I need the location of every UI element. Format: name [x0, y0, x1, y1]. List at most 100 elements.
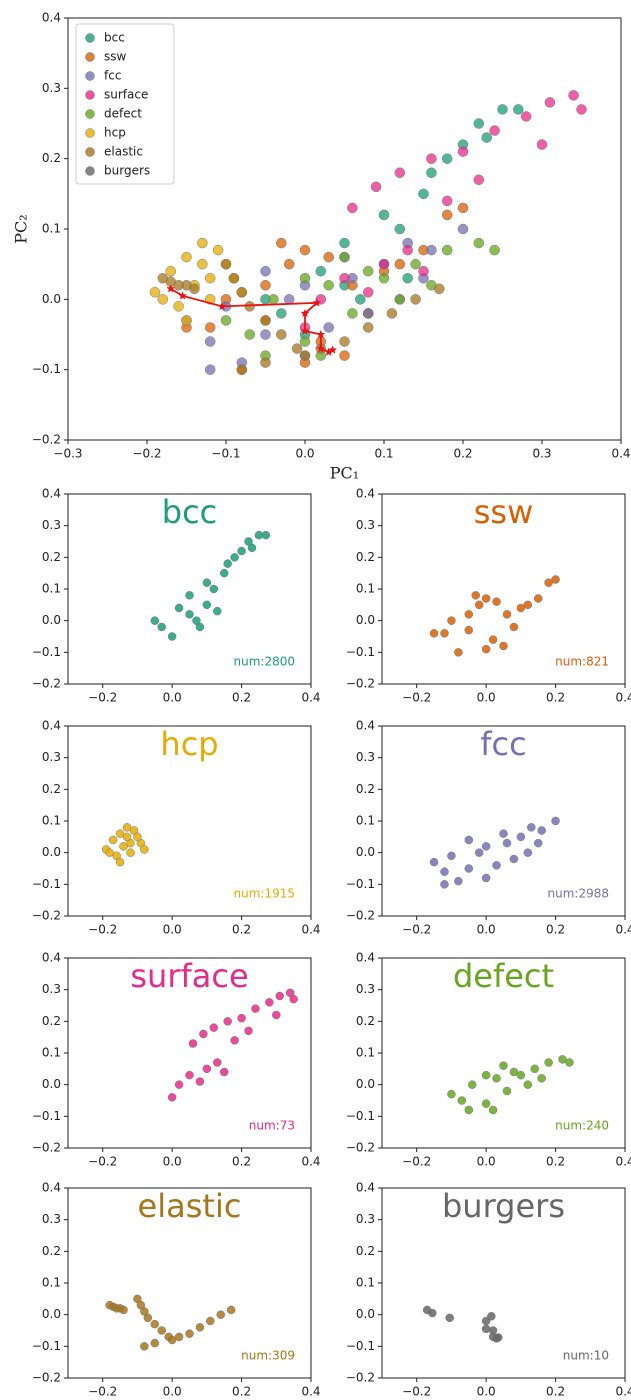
point [474, 600, 484, 610]
y-tick-label: −0.2 [346, 677, 375, 691]
x-tick-label: −0.1 [211, 447, 240, 461]
y-tick-label: 0.0 [42, 845, 61, 859]
y-tick-label: 0.2 [356, 1244, 375, 1258]
legend-marker [85, 52, 95, 62]
y-tick-label: 0.0 [356, 1077, 375, 1091]
y-tick-label: 0.3 [356, 750, 375, 764]
y-tick-label: −0.1 [346, 877, 375, 891]
point [523, 848, 533, 857]
point [568, 90, 579, 101]
y-tick-label: 0.1 [42, 222, 61, 236]
point [426, 244, 437, 256]
y-tick-label: 0.4 [42, 11, 61, 25]
point [165, 265, 176, 277]
y-tick-label: 0.4 [356, 1181, 375, 1195]
x-tick-label: 0.0 [163, 691, 182, 705]
point [323, 280, 334, 291]
point [523, 1080, 533, 1089]
point [429, 629, 439, 638]
point [362, 322, 374, 333]
point [213, 606, 222, 616]
y-tick-label: 0.1 [42, 1276, 61, 1290]
point [492, 861, 501, 870]
point [244, 1026, 253, 1036]
point [315, 265, 327, 277]
point [355, 294, 366, 305]
point [474, 848, 484, 857]
x-tick-label: 0.0 [163, 1155, 182, 1169]
point [174, 603, 184, 613]
y-tick-label: 0.1 [356, 1046, 375, 1060]
point [212, 244, 224, 256]
x-tick-label: 0.4 [615, 1155, 631, 1169]
y-tick-label: 0.3 [42, 518, 61, 532]
point [428, 1308, 437, 1318]
legend-marker [85, 166, 95, 176]
point [378, 272, 390, 284]
x-tick-label: 0.2 [546, 691, 565, 705]
point [492, 1074, 501, 1083]
panel-title: ssw [474, 493, 534, 531]
y-tick-label: 0.4 [42, 487, 61, 501]
point [558, 1055, 567, 1064]
point [454, 876, 463, 886]
point [533, 838, 543, 848]
point [481, 1099, 491, 1108]
y-tick-label: 0.3 [42, 81, 61, 95]
point [181, 315, 192, 326]
y-tick-label: −0.1 [32, 1109, 61, 1123]
y-tick-label: 0.1 [356, 582, 375, 596]
point [457, 202, 469, 214]
point [261, 530, 271, 540]
point [378, 209, 390, 221]
y-tick-label: 0.3 [42, 982, 61, 996]
legend-label: fcc [104, 69, 121, 83]
x-tick-label: 0.2 [546, 923, 565, 937]
point [167, 1335, 177, 1345]
point [488, 1105, 498, 1115]
legend-marker [85, 128, 95, 138]
point [481, 594, 491, 603]
point [440, 629, 449, 638]
point [394, 294, 406, 305]
point [473, 118, 485, 129]
y-tick-label: 0.2 [42, 151, 61, 165]
point [150, 616, 160, 625]
point [150, 1338, 160, 1348]
point [520, 111, 532, 122]
x-tick-label: −0.2 [402, 1385, 431, 1397]
point [468, 1080, 477, 1089]
legend-label: bcc [104, 31, 125, 45]
point [126, 848, 135, 857]
point [236, 364, 248, 375]
y-tick-label: 0.2 [356, 782, 375, 796]
point [260, 357, 271, 368]
y-tick-label: 0.3 [42, 750, 61, 764]
point [237, 1013, 246, 1023]
point [291, 343, 303, 354]
point [426, 153, 437, 164]
x-tick-label: −0.2 [88, 691, 117, 705]
point [265, 998, 274, 1007]
y-tick-label: 0.2 [42, 1244, 61, 1258]
trajectory-star [300, 326, 310, 335]
point [499, 829, 508, 838]
trajectory-star [178, 291, 187, 300]
point [199, 1029, 208, 1039]
point [251, 1004, 260, 1013]
point [464, 1105, 474, 1115]
legend-marker [85, 147, 95, 157]
point [516, 603, 526, 613]
point [481, 1316, 491, 1326]
point [276, 237, 287, 249]
y-tick-label: −0.2 [32, 1371, 61, 1385]
trajectory-star [166, 284, 175, 293]
y-tick-label: 0.2 [42, 782, 61, 796]
point [276, 308, 287, 319]
x-tick-label: 0.2 [232, 691, 251, 705]
point [197, 258, 208, 270]
panel-title: burgers [442, 1187, 565, 1225]
point [143, 1313, 153, 1323]
point [140, 1342, 149, 1351]
